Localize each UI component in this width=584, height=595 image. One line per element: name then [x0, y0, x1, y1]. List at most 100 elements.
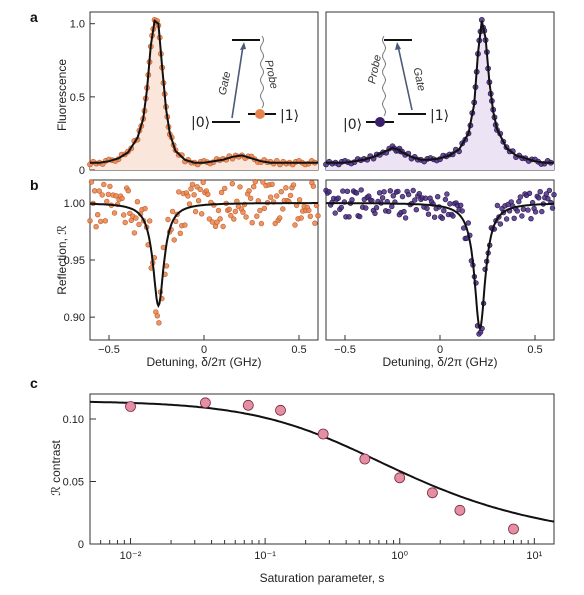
data-point — [310, 183, 317, 189]
ket-0-label: |0⟩ — [343, 117, 362, 133]
data-point — [465, 220, 471, 226]
data-point — [171, 237, 177, 243]
probe-wavy-line — [260, 35, 264, 109]
data-point — [292, 222, 298, 228]
panel-label-a: a — [30, 9, 38, 25]
plot-frame — [89, 11, 319, 171]
data-point — [125, 401, 136, 412]
data-point — [526, 190, 533, 197]
data-point — [261, 205, 268, 212]
data-point — [450, 213, 456, 219]
y-axis-label: Fluorescence — [55, 59, 69, 131]
data-point — [353, 190, 360, 196]
data-point — [200, 179, 206, 186]
panel-label-c: c — [30, 375, 38, 391]
data-point — [447, 201, 453, 207]
reflection-fit-line — [326, 202, 554, 332]
data-point — [458, 202, 464, 209]
data-point — [246, 188, 252, 194]
contrast-fit-line — [90, 400, 555, 523]
data-point — [199, 211, 205, 217]
data-point — [431, 214, 438, 220]
data-point — [91, 188, 98, 194]
y-axis-label: Reflection, ℛ — [55, 225, 69, 295]
data-point — [154, 313, 161, 319]
data-point — [88, 179, 95, 185]
data-point — [402, 215, 409, 221]
data-point — [386, 208, 392, 215]
data-point — [278, 189, 284, 195]
x-axis-label: Detuning, δ/2π (GHz) — [383, 355, 498, 369]
data-point — [525, 207, 531, 213]
panel-label-b: b — [30, 177, 39, 193]
data-point — [332, 210, 338, 216]
data-point — [349, 197, 355, 203]
data-point — [439, 215, 445, 221]
y-tick-label: 0.95 — [64, 255, 85, 267]
data-point — [97, 218, 104, 225]
data-point — [283, 185, 289, 191]
y-tick-label: 0 — [78, 539, 84, 551]
data-point — [454, 504, 466, 516]
probe-label: Probe — [366, 54, 384, 85]
data-point — [99, 192, 105, 198]
gate-arrow-head — [395, 42, 401, 50]
data-point — [267, 194, 274, 200]
data-point — [326, 189, 332, 195]
data-point — [335, 195, 341, 201]
data-point — [142, 205, 148, 212]
data-point — [192, 208, 199, 215]
data-point — [248, 195, 254, 202]
data-point — [249, 220, 255, 226]
data-point — [220, 223, 226, 230]
gate-arrow-head — [240, 42, 246, 50]
data-point — [274, 193, 280, 199]
data-point — [218, 189, 225, 196]
data-point — [379, 195, 386, 201]
data-point — [425, 211, 432, 217]
y-tick-label: 1.0 — [70, 19, 85, 31]
data-point — [405, 191, 412, 198]
ket-0-label: |0⟩ — [191, 115, 210, 131]
x-axis-label: Detuning, δ/2π (GHz) — [147, 355, 262, 369]
data-point — [394, 472, 406, 484]
data-point — [532, 209, 539, 215]
data-point — [401, 208, 407, 215]
x-tick-label: 10⁰ — [391, 550, 408, 562]
data-point — [497, 221, 504, 227]
data-point — [543, 191, 549, 197]
data-point — [363, 205, 369, 211]
data-point — [147, 218, 153, 224]
population-dot — [255, 109, 265, 119]
data-point — [545, 196, 551, 202]
data-point — [242, 399, 254, 411]
x-tick-label: 10¹ — [526, 550, 542, 562]
ket-1-label: |1⟩ — [430, 108, 449, 124]
data-point — [188, 186, 194, 192]
data-point — [444, 191, 450, 197]
data-point — [359, 453, 371, 465]
data-point — [535, 195, 542, 201]
data-point — [372, 210, 378, 217]
x-axis-label: Saturation parameter, s — [260, 571, 385, 585]
data-point — [257, 207, 263, 214]
data-point — [549, 205, 556, 211]
plot-c: 10⁻² 10⁻¹ 10⁰ 10¹ 0 0.05 0.10 ℛ contrast Satur… — [49, 393, 555, 585]
plot-b-left: −0.5 0 0.5 0.90 0.95 1.00 Reflection, ℛ Detun… — [55, 179, 321, 369]
data-point — [537, 189, 543, 195]
data-point — [424, 205, 430, 212]
data-point — [191, 192, 197, 198]
population-dot — [375, 117, 385, 127]
gate-label: Gate — [217, 70, 234, 96]
data-point — [287, 192, 294, 199]
x-tick-label: 10⁻² — [120, 550, 142, 562]
fluorescence-fit-line — [326, 20, 554, 164]
y-tick-label: 1.00 — [64, 198, 85, 210]
data-point — [102, 218, 109, 224]
data-point — [134, 199, 141, 205]
plot-a-left: 0 0.5 1.0 Fluorescence Gate Probe |0⟩ |1⟩ — [55, 11, 319, 177]
data-point — [511, 215, 517, 222]
data-point — [459, 208, 465, 214]
data-point — [551, 192, 557, 198]
